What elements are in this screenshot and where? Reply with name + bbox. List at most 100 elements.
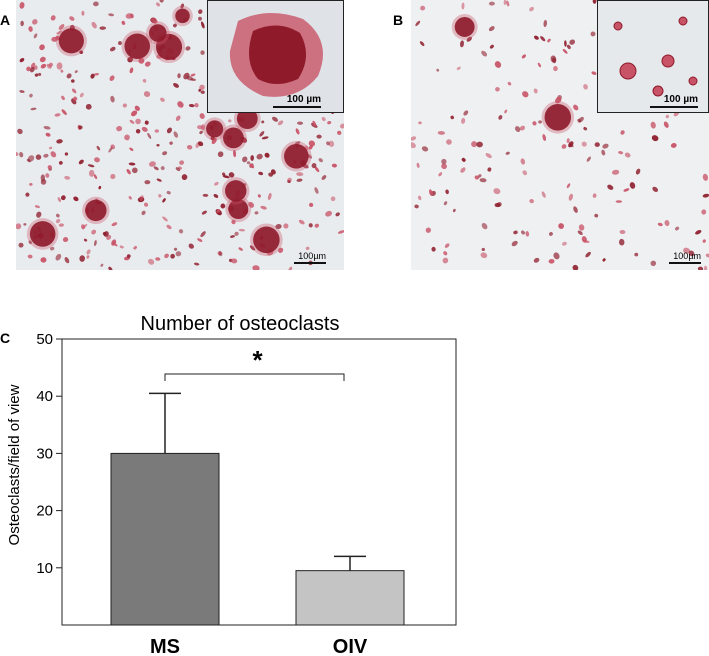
stained-cell [592, 193, 597, 198]
osteoclast-cell [223, 127, 244, 149]
stained-cell [652, 186, 659, 192]
stained-cell [78, 159, 84, 165]
stained-cell [16, 151, 19, 157]
stained-cell [577, 118, 582, 123]
stained-cell [585, 251, 591, 258]
stained-cell [650, 260, 657, 267]
significance-star: * [252, 345, 263, 375]
stained-cell [175, 251, 182, 257]
stained-cell [417, 195, 422, 201]
stained-cell [228, 172, 235, 178]
stained-cell [562, 48, 568, 54]
stained-cell [657, 222, 663, 227]
stained-cell [69, 16, 75, 21]
stained-cell [78, 125, 83, 130]
stained-cell [112, 242, 118, 247]
stained-cell [494, 61, 502, 68]
stained-cell [294, 141, 301, 145]
stained-cell [134, 105, 140, 111]
stained-cell [197, 238, 203, 242]
stained-cell [272, 116, 279, 122]
stained-cell [452, 208, 456, 213]
stained-cell [443, 251, 448, 256]
stained-cell [118, 41, 122, 45]
stained-cell [30, 62, 36, 69]
osteoclast-cell [284, 143, 309, 169]
micrograph-a: 100 µm 100µm [16, 0, 344, 270]
stained-cell [153, 166, 159, 171]
stained-cell [498, 115, 503, 120]
stained-cell [138, 57, 145, 64]
micrograph-b-inset-image [598, 1, 708, 112]
inset-b-scale-bar [650, 106, 698, 108]
stained-cell [540, 36, 546, 42]
stained-cell [441, 163, 448, 170]
stained-cell [43, 125, 51, 130]
stained-cell [62, 237, 69, 243]
stained-cell [582, 240, 590, 244]
stained-cell [586, 156, 591, 162]
stained-cell [48, 146, 53, 150]
stained-cell [702, 239, 706, 243]
stained-cell [573, 206, 578, 213]
stained-cell [213, 193, 219, 198]
stained-cell [200, 50, 205, 55]
stained-cell [156, 178, 162, 182]
stained-cell [34, 205, 40, 209]
stained-cell [64, 152, 69, 156]
stained-cell [51, 36, 58, 42]
stained-cell [548, 258, 555, 264]
stained-cell [19, 152, 24, 158]
stained-cell [234, 231, 239, 236]
inset-b-scale-label: 100 µm [663, 94, 698, 105]
main-b-scale-bar [669, 262, 701, 264]
inset-background [598, 1, 708, 112]
stained-cell [474, 175, 480, 180]
stained-cell [522, 170, 528, 176]
stained-cell [61, 95, 65, 101]
stained-cell [590, 31, 596, 37]
stained-cell [705, 253, 709, 258]
stained-cell [238, 247, 243, 251]
stained-cell [154, 129, 160, 133]
stained-cell [160, 97, 165, 102]
stained-cell [594, 213, 599, 218]
stained-cell [466, 36, 472, 42]
stained-cell [618, 238, 625, 246]
stained-cell [128, 196, 132, 200]
stained-cell [26, 66, 31, 72]
stained-cell [201, 210, 207, 215]
stained-cell [238, 228, 246, 232]
y-tick-label: 50 [36, 331, 53, 348]
stained-cell [487, 167, 492, 172]
stained-cell [93, 174, 98, 180]
osteoclast-cell [58, 28, 84, 54]
stained-cell [185, 46, 191, 51]
stained-cell [542, 134, 547, 141]
stained-cell [634, 252, 639, 257]
stained-cell [60, 195, 66, 201]
stained-cell [36, 211, 42, 218]
stained-cell [683, 247, 690, 254]
stained-cell [572, 264, 579, 270]
stained-cell [188, 243, 194, 249]
osteoclast-cell [124, 33, 151, 60]
stained-cell [481, 223, 488, 230]
stained-cell [147, 132, 152, 139]
stained-cell [314, 223, 320, 228]
osteoclast-cell [253, 226, 280, 254]
stained-cell [175, 167, 181, 172]
stained-cell [550, 55, 557, 63]
stained-cell [94, 157, 100, 163]
panel-c-letter: C [0, 330, 11, 346]
stained-cell [456, 66, 461, 71]
stained-cell [663, 121, 669, 128]
stained-cell [701, 209, 707, 215]
stained-cell [199, 84, 205, 90]
stained-cell [702, 193, 709, 198]
stained-cell [45, 132, 51, 137]
stained-cell [261, 120, 265, 124]
stained-cell [521, 230, 525, 235]
stained-cell [214, 181, 219, 186]
stained-cell [109, 46, 116, 52]
